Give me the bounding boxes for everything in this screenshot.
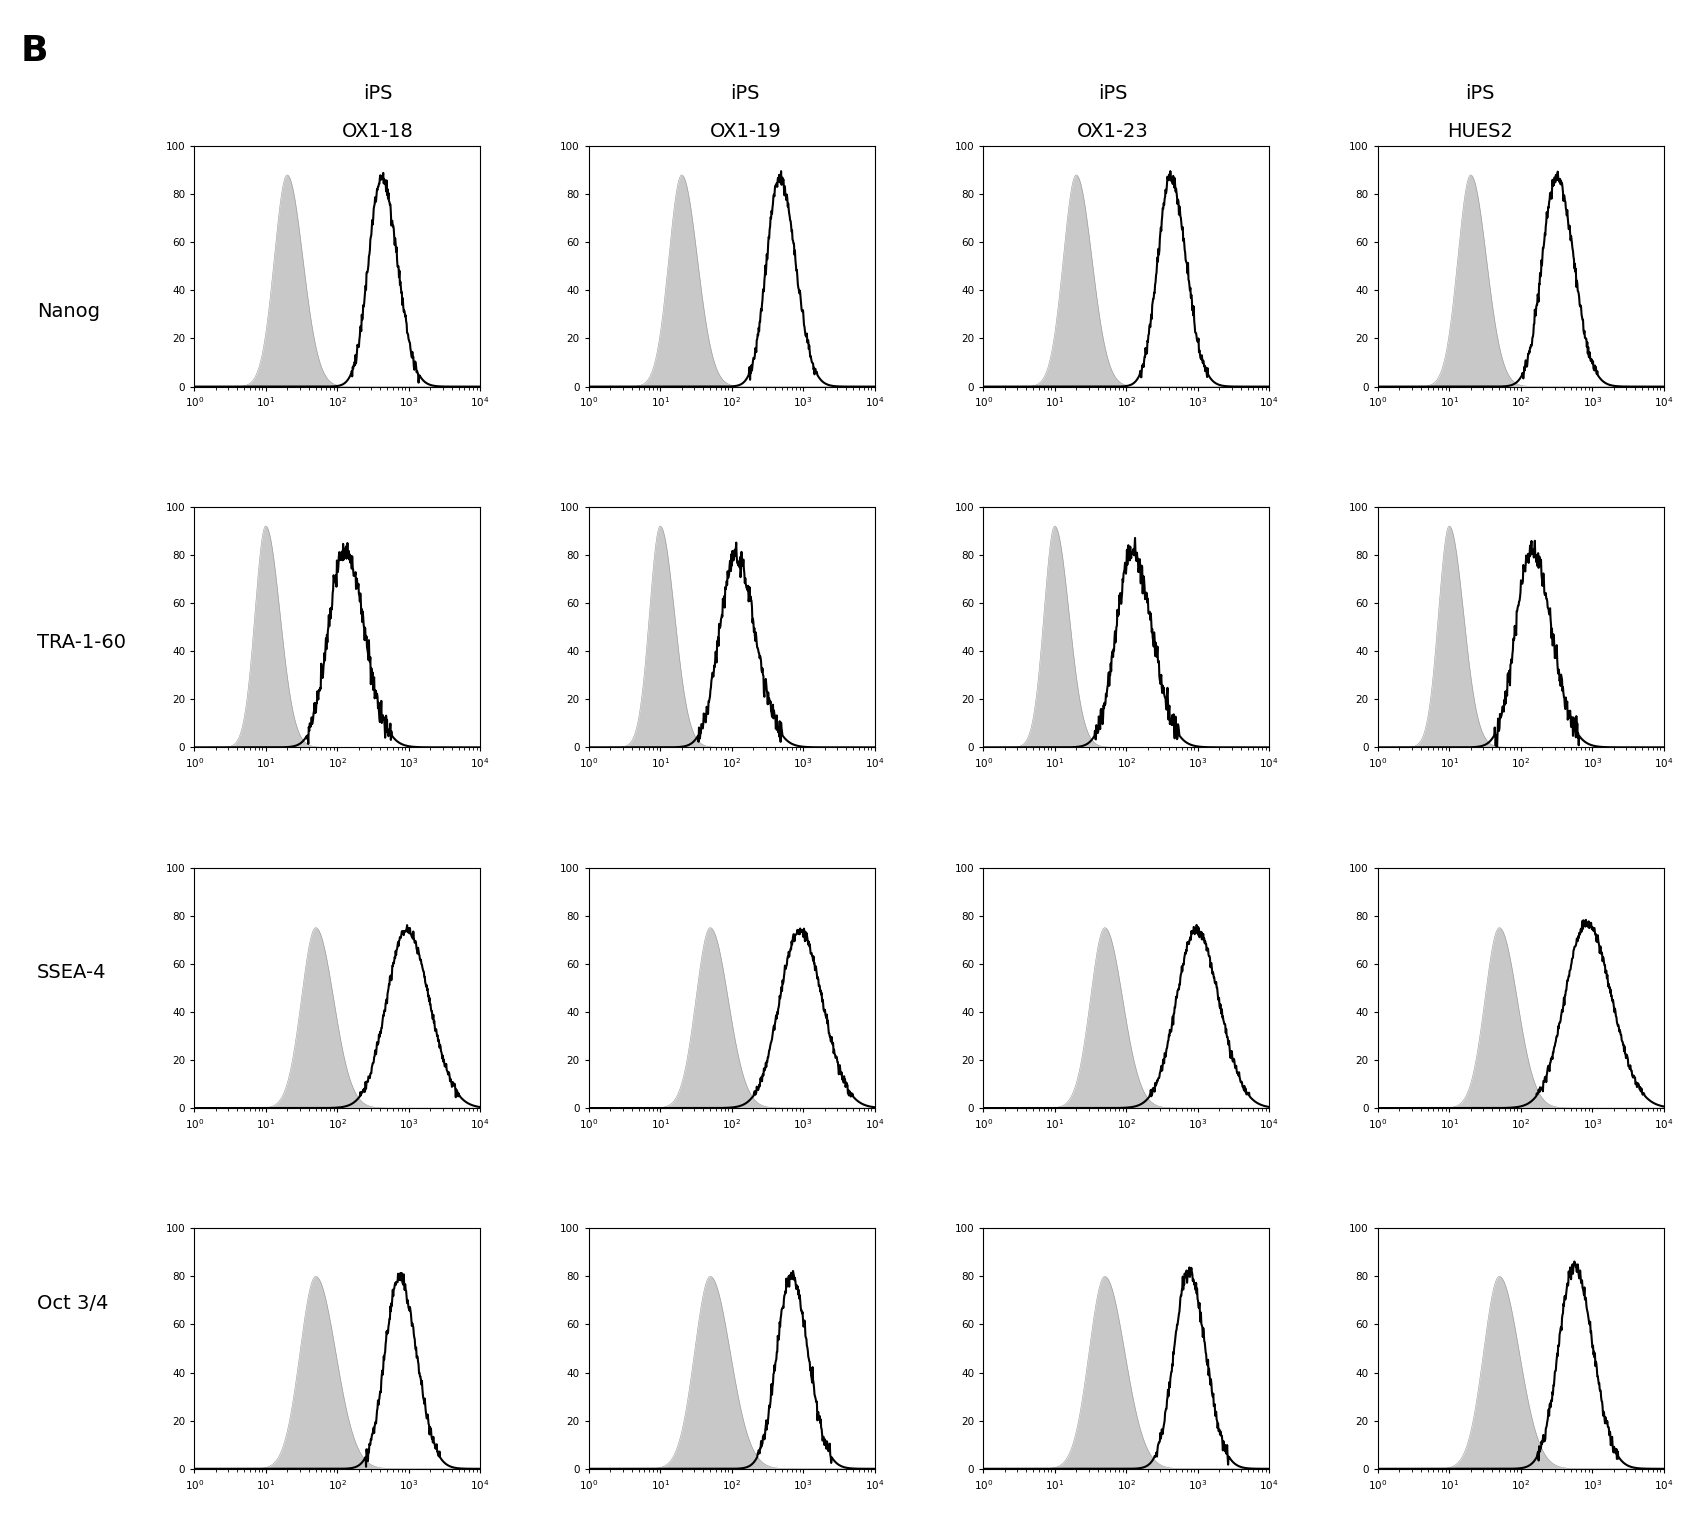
Text: iPS: iPS [731,85,760,103]
Text: iPS: iPS [363,85,392,103]
Text: iPS: iPS [1466,85,1495,103]
Text: OX1-23: OX1-23 [1078,123,1149,141]
Text: Nanog: Nanog [37,301,100,321]
Text: Oct 3/4: Oct 3/4 [37,1293,108,1313]
Text: OX1-19: OX1-19 [709,123,780,141]
Text: OX1-18: OX1-18 [343,123,414,141]
Text: SSEA-4: SSEA-4 [37,963,106,983]
Text: iPS: iPS [1098,85,1127,103]
Text: HUES2: HUES2 [1447,123,1513,141]
Text: TRA-1-60: TRA-1-60 [37,632,127,652]
Text: B: B [20,34,47,68]
